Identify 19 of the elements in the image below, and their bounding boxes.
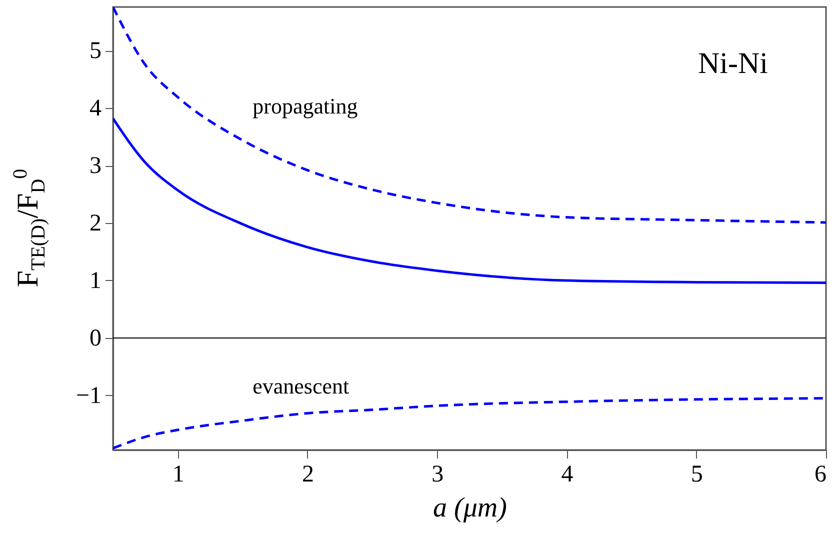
line-series <box>113 7 826 224</box>
x-tick-label: 5 <box>690 462 703 488</box>
series-label: propagating <box>252 93 358 118</box>
x-tick-label: 3 <box>432 462 444 488</box>
line-series <box>113 117 826 284</box>
x-tick-label: 1 <box>172 462 184 488</box>
y-tick-label: 1 <box>90 268 102 294</box>
annotation: Ni-Ni <box>698 47 768 80</box>
x-axis-title: a (μm) <box>433 492 507 524</box>
y-tick-label: 0 <box>90 325 102 352</box>
series-label: evanescent <box>252 374 350 399</box>
x-tick-label: 4 <box>561 462 574 488</box>
y-tick-label: 3 <box>90 153 102 180</box>
y-tick-label: 2 <box>90 210 102 237</box>
y-tick-label: 4 <box>90 96 102 122</box>
y-tick-label: −1 <box>76 382 102 409</box>
y-tick-label: 5 <box>90 38 102 64</box>
x-tick-label: 6 <box>814 462 826 488</box>
x-tick-label: 2 <box>302 462 314 488</box>
